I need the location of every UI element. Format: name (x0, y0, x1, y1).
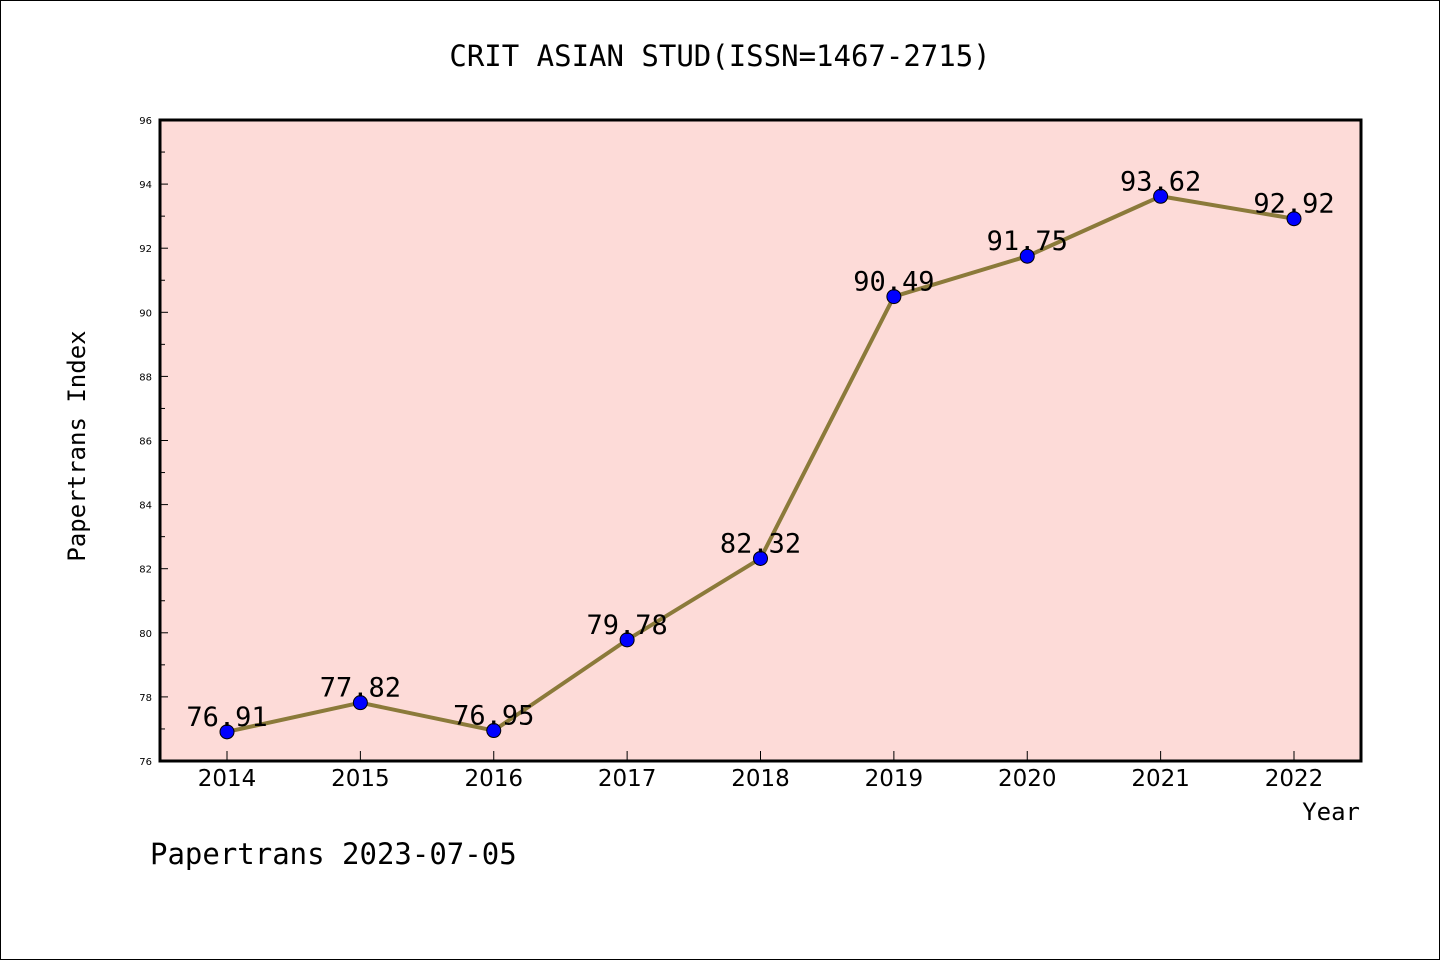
data-point (352, 695, 368, 711)
x-tick-label: 2022 (1265, 766, 1324, 792)
x-tick-label: 2014 (198, 766, 257, 792)
footer-text: Papertrans 2023-07-05 (150, 837, 517, 871)
data-point (619, 632, 635, 648)
y-tick-label: 82 (139, 565, 152, 576)
y-tick-label: 94 (139, 180, 152, 191)
x-tick-label: 2018 (731, 766, 790, 792)
data-label: 82.32 (720, 528, 801, 559)
data-label: 91.75 (987, 226, 1068, 257)
data-point (886, 289, 902, 305)
data-label: 76.91 (186, 702, 267, 733)
data-point (486, 723, 502, 739)
x-tick-label: 2021 (1131, 766, 1190, 792)
y-tick-label: 84 (139, 501, 152, 512)
y-tick-label: 90 (139, 308, 152, 319)
x-tick-label: 2019 (865, 766, 924, 792)
x-tick-label: 2015 (331, 766, 390, 792)
x-tick-label: 2020 (998, 766, 1057, 792)
y-tick-label: 76 (139, 757, 152, 768)
data-point (219, 724, 235, 740)
data-label: 92.92 (1253, 189, 1334, 220)
y-tick-label: 86 (139, 437, 152, 448)
data-point (1153, 188, 1169, 204)
y-axis-label: Papertrans Index (63, 330, 91, 561)
data-point (753, 550, 768, 566)
data-label: 79.78 (586, 610, 667, 641)
data-point (1286, 211, 1302, 227)
x-axis-label: Year (1302, 798, 1360, 826)
y-tick-label: 96 (139, 116, 152, 127)
x-tick-label: 2017 (598, 766, 657, 792)
chart-title: CRIT ASIAN STUD(ISSN=1467-2715) (449, 39, 990, 73)
y-tick-label: 88 (139, 372, 152, 383)
data-label: 90.49 (853, 267, 934, 298)
plot-border (158, 118, 1363, 763)
y-tick-label: 78 (139, 693, 152, 704)
data-label: 77.82 (320, 673, 401, 704)
y-tick-label: 92 (139, 244, 152, 255)
plot-area (160, 120, 1361, 761)
x-tick-label: 2016 (464, 766, 523, 792)
data-label: 93.62 (1120, 166, 1201, 197)
data-label: 76.95 (453, 701, 534, 732)
data-point (1019, 248, 1035, 264)
y-tick-label: 80 (139, 629, 152, 640)
